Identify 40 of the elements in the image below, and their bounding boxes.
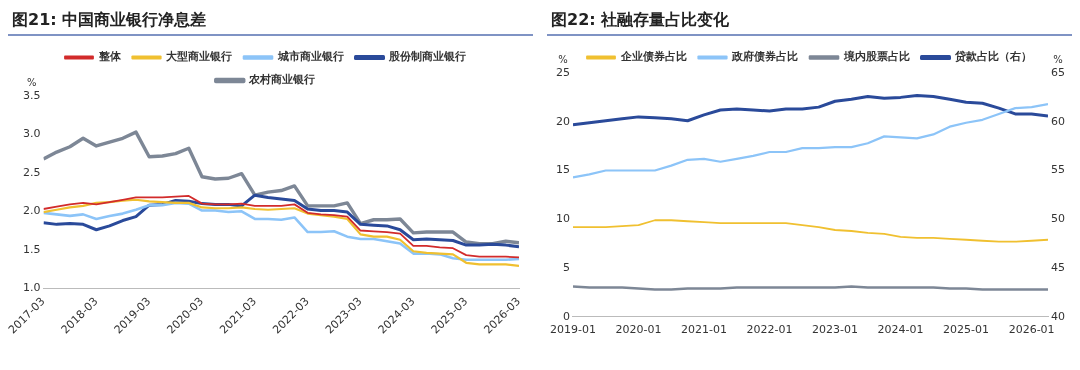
x-tick-label: 2025-01	[943, 323, 990, 337]
legend-label: 整体	[97, 50, 122, 64]
x-tick-label: 2019-01	[550, 323, 596, 337]
x-tick-label: 2022-01	[746, 323, 793, 337]
y2-tick-label: 45	[1051, 260, 1065, 274]
legend-label: 企业债券占比	[619, 50, 687, 64]
chart-title: 图22: 社融存量占比变化	[547, 8, 1072, 36]
legend-label: 农村商业银行	[248, 73, 316, 87]
y-tick-label: 0	[562, 309, 570, 323]
legend-label: 股份制商业银行	[388, 50, 466, 64]
y-tick-label: 1.5	[23, 242, 41, 256]
y2-tick-label: 60	[1051, 114, 1065, 128]
y2-tick-label: 55	[1051, 163, 1065, 177]
y-tick-label: 2.0	[23, 204, 41, 218]
y-tick-label: 25	[555, 65, 570, 79]
x-tick-label: 2020-01	[615, 323, 662, 337]
x-tick-label: 2024-01	[877, 323, 924, 337]
y-tick-label: 5	[562, 260, 570, 274]
y-tick-label: 3.5	[23, 88, 41, 102]
legend-label: 政府债券占比	[731, 50, 798, 64]
x-tick-label: 2021-01	[681, 323, 728, 337]
y2-axis-title: %	[1053, 53, 1063, 65]
legend-label: 贷款占比（右）	[954, 50, 1032, 64]
y2-tick-label: 50	[1051, 212, 1065, 226]
y2-tick-label: 65	[1051, 65, 1065, 79]
x-tick-label: 2026-01	[1008, 323, 1055, 337]
y-axis-title: %	[558, 53, 568, 65]
legend-label: 大型商业银行	[166, 50, 232, 64]
y-tick-label: 10	[555, 212, 570, 226]
x-tick-label: 2023-01	[812, 323, 859, 337]
y2-tick-label: 40	[1051, 309, 1065, 323]
y-axis-title: %	[26, 76, 37, 88]
y-tick-label: 20	[555, 114, 570, 128]
chart-title: 图21: 中国商业银行净息差	[8, 8, 533, 36]
y-tick-label: 15	[555, 163, 570, 177]
legend-label: 城市商业银行	[276, 50, 344, 64]
legend-label: 境内股票占比	[842, 50, 910, 64]
y-tick-label: 1.0	[23, 281, 41, 295]
y-tick-label: 3.0	[23, 127, 41, 141]
y-tick-label: 2.5	[23, 165, 41, 179]
